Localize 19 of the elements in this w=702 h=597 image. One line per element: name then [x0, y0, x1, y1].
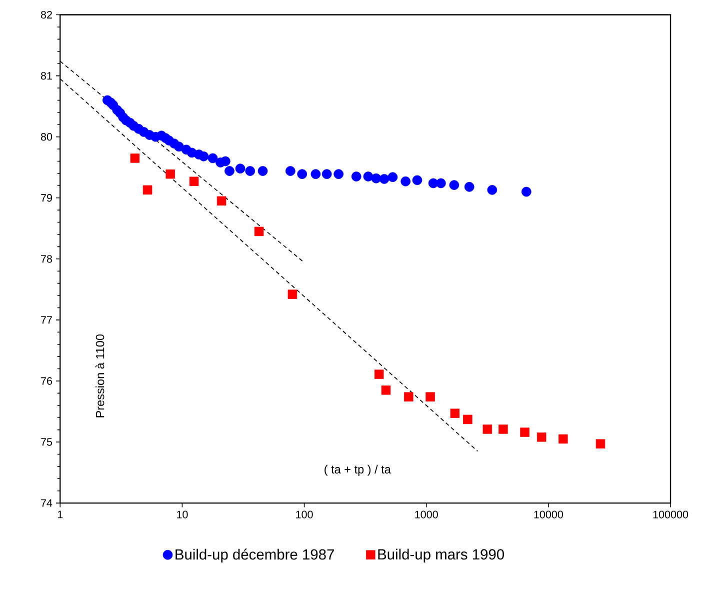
y-tick-label: 75 [41, 438, 52, 446]
y-tick-label: 77 [41, 316, 52, 324]
x-tick-label: 100000 [653, 510, 688, 519]
x-tick-label: 10 [177, 510, 188, 519]
y-axis-title: Pression à 1100 [95, 334, 104, 418]
y-tick-label: 80 [40, 133, 52, 141]
x-axis-title: ( ta + tp ) / ta [324, 465, 391, 476]
y-tick-label: 76 [41, 377, 52, 386]
y-tick-label: 79 [41, 194, 52, 202]
y-tick-label: 78 [41, 255, 52, 263]
x-tick-label: 1000 [415, 510, 438, 519]
legend-label: Build-up mars 1990 [378, 548, 504, 563]
y-tick-label: 81 [40, 72, 52, 80]
legend-label: Build-up décembre 1987 [176, 548, 334, 563]
x-tick-label: 100 [296, 510, 313, 519]
x-tick-label: 10000 [534, 510, 563, 519]
y-tick-label: 82 [40, 11, 52, 19]
x-tick-label: 1 [58, 510, 63, 518]
y-tick-label: 74 [41, 500, 52, 507]
